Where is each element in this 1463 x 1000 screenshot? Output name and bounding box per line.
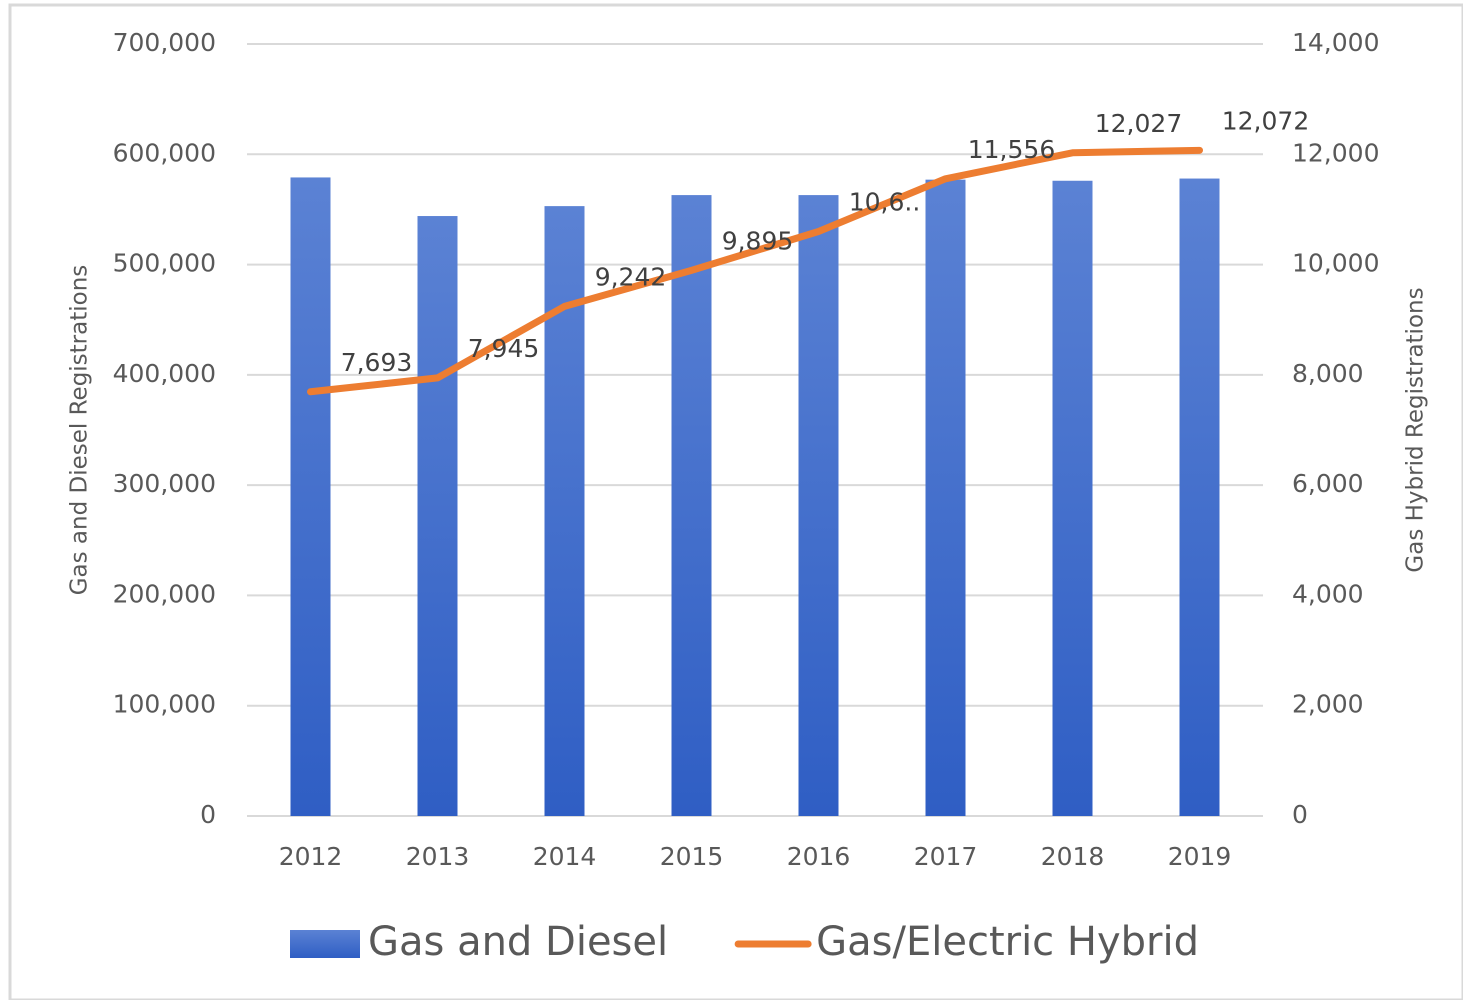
y2-tick-label: 10,000 (1292, 249, 1379, 278)
y2-tick-label: 6,000 (1292, 469, 1364, 498)
y-tick-label: 200,000 (113, 579, 216, 608)
y2-tick-label: 4,000 (1292, 579, 1364, 608)
y-tick-label: 600,000 (113, 138, 216, 167)
y2-tick-label: 2,000 (1292, 690, 1364, 719)
legend-swatch (290, 930, 360, 958)
data-label: 11,556 (968, 135, 1055, 164)
bar (290, 177, 331, 817)
x-tick-label: 2016 (787, 842, 851, 871)
y2-tick-label: 12,000 (1292, 138, 1379, 167)
data-label: 12,027 (1095, 109, 1182, 138)
y2-tick-label: 8,000 (1292, 359, 1364, 388)
bar (671, 195, 712, 816)
bar (925, 179, 966, 816)
data-label: 7,693 (341, 348, 413, 377)
bar (544, 206, 585, 816)
data-label: 10,6.. (849, 187, 921, 216)
x-tick-label: 2019 (1168, 842, 1232, 871)
y2-tick-label: 14,000 (1292, 28, 1379, 57)
x-tick-label: 2015 (660, 842, 724, 871)
x-tick-label: 2018 (1041, 842, 1105, 871)
frame (8, 3, 1463, 1000)
bar (1179, 178, 1220, 816)
bar (417, 216, 458, 816)
data-label: 9,895 (722, 226, 794, 255)
x-tick-label: 2017 (914, 842, 978, 871)
x-tick-label: 2012 (279, 842, 343, 871)
x-tick-label: 2014 (533, 842, 597, 871)
y-tick-label: 300,000 (113, 469, 216, 498)
y2-axis-title: Gas Hybrid Registrations (1403, 287, 1429, 572)
data-label: 12,072 (1222, 106, 1309, 135)
line (307, 146, 1203, 396)
y-tick-label: 100,000 (113, 690, 216, 719)
y-tick-label: 500,000 (113, 249, 216, 278)
y-tick-label: 0 (200, 800, 216, 829)
x-tick-label: 2013 (406, 842, 470, 871)
bar (798, 195, 839, 816)
data-label: 7,945 (468, 334, 540, 363)
y-tick-label: 700,000 (113, 28, 216, 57)
y-tick-label: 400,000 (113, 359, 216, 388)
legend-label: Gas and Diesel (368, 919, 668, 965)
y-axis-title: Gas and Diesel Registrations (67, 265, 93, 596)
y2-tick-label: 0 (1292, 800, 1308, 829)
bar (1052, 180, 1093, 817)
legend-label: Gas/Electric Hybrid (816, 919, 1199, 965)
data-label: 9,242 (595, 262, 667, 291)
